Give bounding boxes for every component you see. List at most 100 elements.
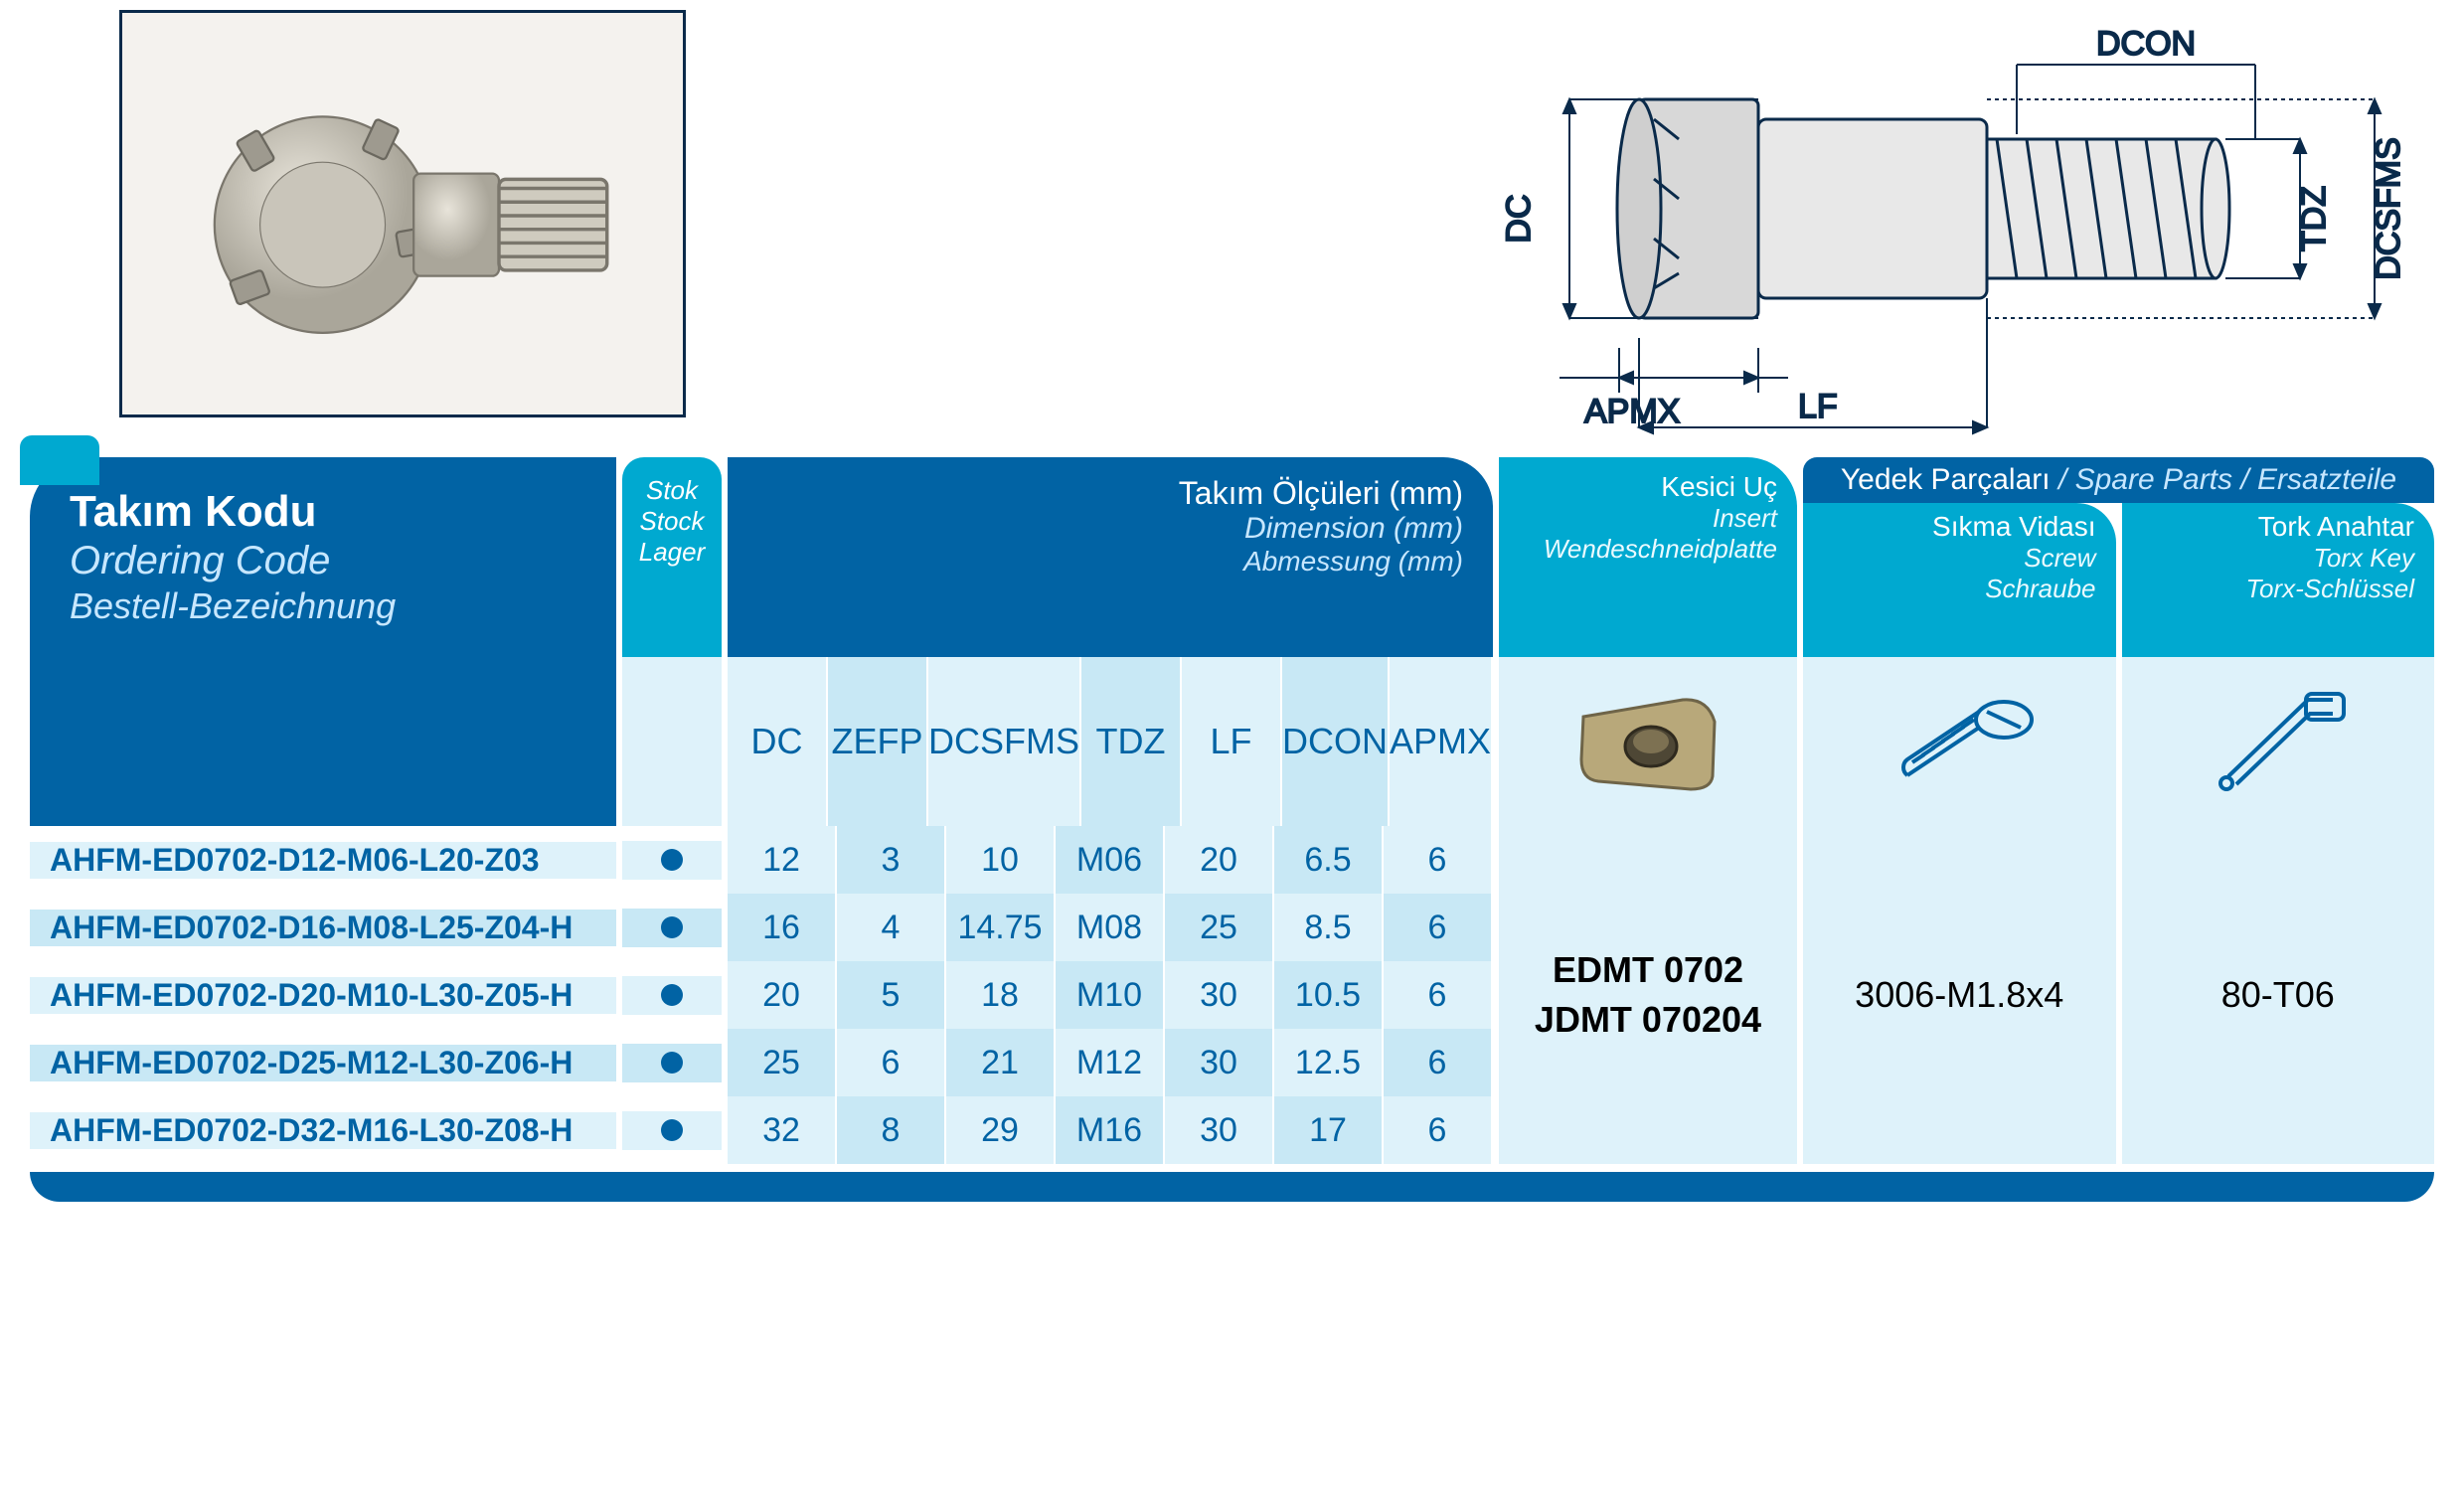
cell-stock <box>622 1044 722 1082</box>
dim-col-lf: LF <box>1182 657 1280 826</box>
screw-value-cell: 3006-M1.8x4 <box>1803 826 2116 1164</box>
header-torx: Tork Anahtar Torx Key Torx-Schlüssel <box>2122 503 2435 657</box>
dim-value-zefp: 5 <box>837 961 944 1029</box>
dim-col-tdz: TDZ <box>1081 657 1180 826</box>
header-code-en: Ordering Code <box>70 539 616 583</box>
dim-value-dc: 16 <box>728 894 835 961</box>
header-spare-title: Yedek Parçaları / Spare Parts / Ersatzte… <box>1803 457 2434 503</box>
header-dim-tr: Takım Ölçüleri (mm) <box>757 475 1463 512</box>
header-dim-en: Dimension (mm) <box>757 512 1463 546</box>
product-photo <box>119 10 686 417</box>
cell-ordering-code: AHFM-ED0702-D32-M16-L30-Z08-H <box>30 1112 616 1149</box>
cell-ordering-code: AHFM-ED0702-D12-M06-L20-Z03 <box>30 842 616 879</box>
stock-dot-icon <box>661 849 683 871</box>
cell-dimensions: 16414.75M08258.56 <box>728 894 1493 961</box>
header-insert-de: Wendeschneidplatte <box>1519 534 1777 565</box>
subhdr-stock-spacer <box>622 657 722 826</box>
screw-icon <box>1880 682 2039 801</box>
dim-col-dcon: DCON <box>1282 657 1388 826</box>
dim-value-dcsfms: 10 <box>946 826 1054 894</box>
dim-value-tdz: M16 <box>1056 1096 1163 1164</box>
insert-value-cell: EDMT 0702 JDMT 070204 <box>1499 826 1797 1164</box>
header-screw: Sıkma Vidası Screw Schraube <box>1803 503 2116 657</box>
torx-icon-cell <box>2122 657 2435 826</box>
header-ordering-code: Takım Kodu Ordering Code Bestell-Bezeich… <box>30 457 616 657</box>
cell-ordering-code: AHFM-ED0702-D16-M08-L25-Z04-H <box>30 910 616 946</box>
header-screw-de: Schraube <box>1823 574 2096 604</box>
header-torx-en: Torx Key <box>2142 543 2415 574</box>
header-torx-de: Torx-Schlüssel <box>2142 574 2415 604</box>
dim-value-lf: 30 <box>1165 1096 1272 1164</box>
cell-dimensions: 12310M06206.56 <box>728 826 1493 894</box>
header-spare-de: Ersatzteile <box>2257 463 2396 496</box>
catalog-table: Takım Kodu Ordering Code Bestell-Bezeich… <box>30 457 2434 1202</box>
torx-key-icon <box>2199 682 2358 801</box>
bottom-bar <box>30 1172 2434 1202</box>
data-block: AHFM-ED0702-D12-M06-L20-Z0312310M06206.5… <box>30 826 2434 1164</box>
torx-value: 80-T06 <box>2221 970 2335 1020</box>
cell-ordering-code: AHFM-ED0702-D25-M12-L30-Z06-H <box>30 1045 616 1081</box>
milling-cutter-icon <box>164 43 640 384</box>
header-insert-tr: Kesici Uç <box>1519 471 1777 503</box>
table-row: AHFM-ED0702-D16-M08-L25-Z04-H 16414.75M08… <box>30 894 1493 961</box>
header-tab-icon <box>20 435 99 485</box>
table-row: AHFM-ED0702-D12-M06-L20-Z0312310M06206.5… <box>30 826 1493 894</box>
cell-dimensions: 25621M123012.56 <box>728 1029 1493 1096</box>
dim-value-dcon: 12.5 <box>1274 1029 1382 1096</box>
label-lf: LF <box>1798 388 1838 425</box>
header-stock-en: Stock <box>628 506 716 537</box>
stock-dot-icon <box>661 1052 683 1074</box>
dim-value-zefp: 8 <box>837 1096 944 1164</box>
dim-value-dcsfms: 29 <box>946 1096 1054 1164</box>
header-stock-tr: Stok <box>628 475 716 506</box>
insert-icon <box>1563 682 1732 801</box>
cell-stock <box>622 1111 722 1150</box>
dim-value-dcon: 10.5 <box>1274 961 1382 1029</box>
dim-value-tdz: M06 <box>1056 826 1163 894</box>
dim-value-tdz: M10 <box>1056 961 1163 1029</box>
dim-value-lf: 25 <box>1165 894 1272 961</box>
cell-dimensions: 32829M1630176 <box>728 1096 1493 1164</box>
header-spare-tr: Yedek Parçaları <box>1841 463 2051 496</box>
dim-value-dc: 12 <box>728 826 835 894</box>
dim-value-dcsfms: 21 <box>946 1029 1054 1096</box>
dim-value-dcsfms: 14.75 <box>946 894 1054 961</box>
dim-col-zefp: ZEFP <box>828 657 926 826</box>
dim-value-apmx: 6 <box>1384 894 1491 961</box>
stock-dot-icon <box>661 916 683 938</box>
header-code-de: Bestell-Bezeichnung <box>70 585 616 627</box>
dimension-column-labels: DCZEFPDCSFMSTDZLFDCONAPMX <box>728 657 1493 826</box>
cell-stock <box>622 841 722 880</box>
dim-value-dc: 32 <box>728 1096 835 1164</box>
header-screw-tr: Sıkma Vidası <box>1932 511 2095 542</box>
cell-stock <box>622 909 722 947</box>
dim-value-tdz: M12 <box>1056 1029 1163 1096</box>
dim-value-zefp: 6 <box>837 1029 944 1096</box>
dim-value-apmx: 6 <box>1384 826 1491 894</box>
header-insert: Kesici Uç Insert Wendeschneidplatte <box>1499 457 1797 657</box>
dim-value-apmx: 6 <box>1384 1029 1491 1096</box>
header-stock-de: Lager <box>628 537 716 568</box>
table-row: AHFM-ED0702-D20-M10-L30-Z05-H20518M10301… <box>30 961 1493 1029</box>
dim-value-zefp: 3 <box>837 826 944 894</box>
dim-col-dc: DC <box>728 657 826 826</box>
header-dim-de: Abmessung (mm) <box>757 546 1463 578</box>
screw-value: 3006-M1.8x4 <box>1855 970 2063 1020</box>
header-code-tr: Takım Kodu <box>70 487 616 537</box>
dim-value-tdz: M08 <box>1056 894 1163 961</box>
header-dimensions: Takım Ölçüleri (mm) Dimension (mm) Abmes… <box>728 457 1493 657</box>
dim-value-apmx: 6 <box>1384 1096 1491 1164</box>
dim-value-lf: 20 <box>1165 826 1272 894</box>
data-rows: AHFM-ED0702-D12-M06-L20-Z0312310M06206.5… <box>30 826 1493 1164</box>
label-dcsfms: DCSFMS <box>2370 137 2404 280</box>
dim-value-dcon: 8.5 <box>1274 894 1382 961</box>
dim-value-dcsfms: 18 <box>946 961 1054 1029</box>
dim-value-dc: 20 <box>728 961 835 1029</box>
header-screw-en: Screw <box>1823 543 2096 574</box>
header-spare-wrap: Yedek Parçaları / Spare Parts / Ersatzte… <box>1803 457 2434 657</box>
header-spare-en: Spare Parts <box>2075 463 2232 496</box>
subhdr-code-spacer <box>30 657 616 826</box>
torx-value-cell: 80-T06 <box>2122 826 2435 1164</box>
stock-dot-icon <box>661 984 683 1006</box>
stock-dot-icon <box>661 1119 683 1141</box>
